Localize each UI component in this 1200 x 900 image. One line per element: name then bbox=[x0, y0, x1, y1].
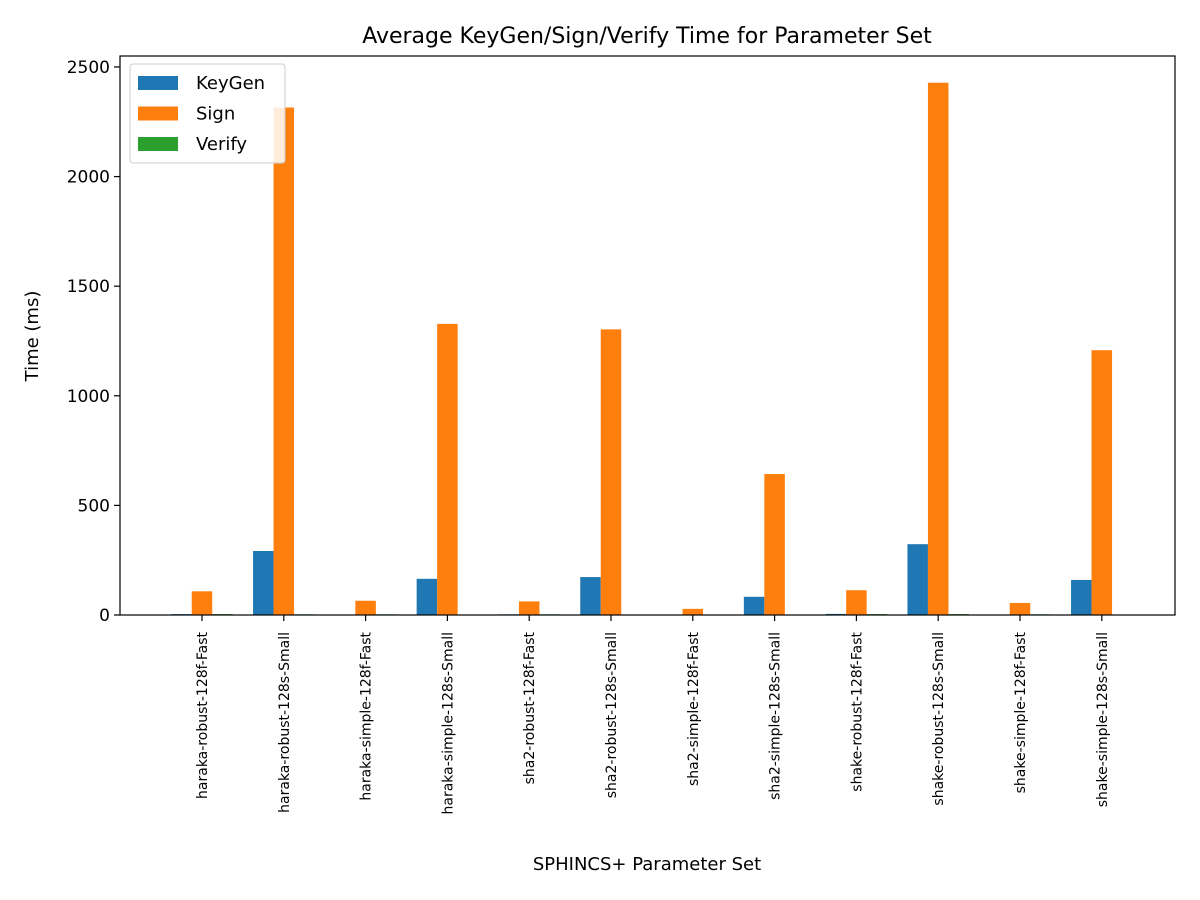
legend-label-sign: Sign bbox=[196, 104, 235, 125]
bar-keygen-sha2-robust-128s-Small bbox=[580, 577, 601, 615]
bar-keygen-shake-simple-128s-Small bbox=[1071, 579, 1092, 615]
bar-sign-haraka-robust-128s-Small bbox=[273, 107, 295, 616]
bar-sign-shake-simple-128f-Fast bbox=[1009, 602, 1031, 615]
y-tick-label: 1500 bbox=[67, 277, 110, 297]
x-tick-label: haraka-robust-128s-Small bbox=[277, 632, 293, 813]
bar-keygen-haraka-robust-128s-Small bbox=[253, 550, 274, 615]
plot-area bbox=[171, 82, 1133, 616]
x-tick-label: shake-simple-128s-Small bbox=[1095, 632, 1111, 807]
y-axis: 0 500 1000 1500 2000 2500 bbox=[67, 58, 120, 626]
y-tick-label: 2000 bbox=[67, 168, 110, 188]
x-tick-label: shake-robust-128s-Small bbox=[931, 632, 947, 806]
axes-frame bbox=[119, 55, 1176, 616]
bar-sign-haraka-robust-128f-Fast bbox=[191, 591, 213, 615]
bar-keygen-haraka-simple-128s-Small bbox=[416, 578, 438, 615]
bar-keygen-shake-robust-128s-Small bbox=[907, 544, 928, 615]
legend: KeyGen Sign Verify bbox=[129, 63, 286, 164]
y-tick-label: 0 bbox=[99, 606, 110, 626]
legend-swatch-sign bbox=[138, 106, 178, 121]
legend-swatch-verify bbox=[138, 137, 178, 151]
y-tick-label: 500 bbox=[78, 496, 110, 516]
legend-label-keygen: KeyGen bbox=[196, 73, 265, 94]
legend-label-verify: Verify bbox=[196, 134, 247, 155]
y-tick-label: 1000 bbox=[67, 387, 110, 407]
bar-sign-sha2-simple-128f-Fast bbox=[682, 608, 704, 615]
y-tick-label: 2500 bbox=[67, 58, 110, 78]
chart-title: Average KeyGen/Sign/Verify Time for Para… bbox=[362, 24, 932, 49]
bar-sign-sha2-simple-128s-Small bbox=[764, 474, 785, 615]
x-tick-label: shake-simple-128f-Fast bbox=[1013, 632, 1029, 794]
y-axis-label: Time (ms) bbox=[22, 291, 43, 383]
bar-sign-haraka-simple-128s-Small bbox=[437, 323, 458, 615]
bar-keygen-sha2-simple-128s-Small bbox=[743, 596, 765, 615]
x-tick-label: sha2-robust-128f-Fast bbox=[522, 632, 538, 785]
x-tick-label: haraka-simple-128s-Small bbox=[440, 632, 456, 815]
bar-sign-haraka-simple-128f-Fast bbox=[355, 600, 376, 615]
x-axis-label: SPHINCS+ Parameter Set bbox=[533, 854, 761, 875]
x-tick-label: shake-robust-128f-Fast bbox=[849, 631, 865, 791]
legend-swatch-keygen bbox=[138, 76, 178, 90]
x-tick-label: haraka-simple-128f-Fast bbox=[359, 631, 375, 800]
bar-sign-shake-simple-128s-Small bbox=[1091, 350, 1113, 615]
bar-sign-sha2-robust-128f-Fast bbox=[518, 601, 540, 615]
x-axis: haraka-robust-128f-Fast haraka-robust-128… bbox=[195, 615, 1111, 815]
x-tick-label: sha2-simple-128s-Small bbox=[768, 632, 784, 800]
x-tick-label: sha2-simple-128f-Fast bbox=[686, 632, 702, 787]
bar-sign-shake-robust-128f-Fast bbox=[846, 590, 867, 615]
x-tick-label: sha2-robust-128s-Small bbox=[604, 632, 620, 798]
x-tick-label: haraka-robust-128f-Fast bbox=[195, 632, 211, 799]
bar-sign-shake-robust-128s-Small bbox=[927, 82, 949, 616]
bar-sign-sha2-robust-128s-Small bbox=[600, 329, 622, 615]
